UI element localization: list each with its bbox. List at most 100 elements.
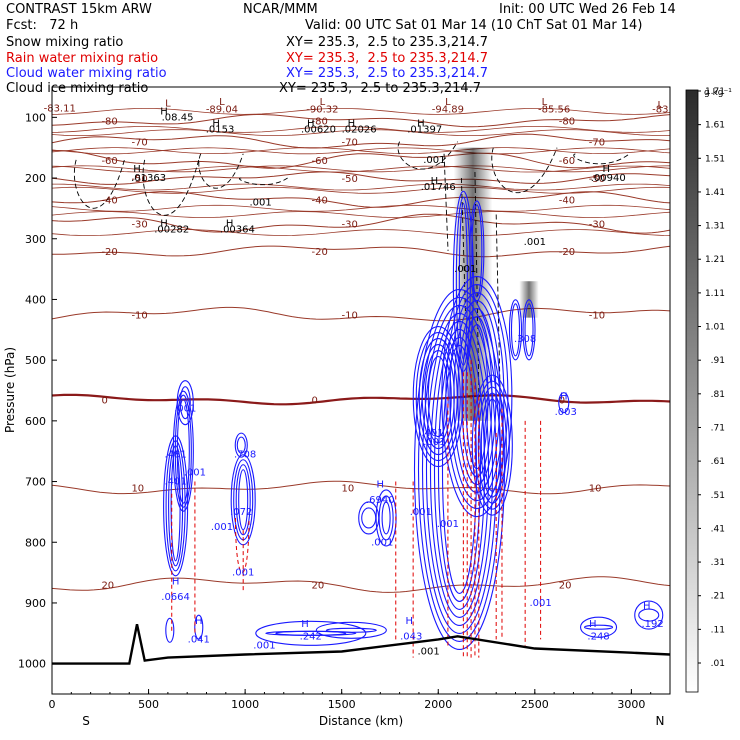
isotherm-label: -10 <box>131 311 147 322</box>
contour-annotation: .401 <box>164 477 186 488</box>
contour-annotation: .001 <box>529 598 551 609</box>
cloud-water-contour <box>583 624 614 630</box>
contour-annotation: H <box>589 619 597 630</box>
isotherm-line <box>52 306 670 322</box>
isotherm-line <box>52 204 670 212</box>
isotherm-line <box>52 393 670 406</box>
cloud-water-contour <box>275 630 347 636</box>
cloud-water-contour <box>235 464 251 536</box>
field-label-cloudwater: Cloud water mixing ratio <box>6 66 167 81</box>
contour-annotation: .043 <box>400 631 422 642</box>
contour-annotation: -89.04 <box>206 104 238 115</box>
isotherm-label: -50 <box>131 174 147 185</box>
cloud-water-contour <box>176 380 194 426</box>
isotherm-label: 20 <box>312 581 325 592</box>
y-tick-label: 300 <box>25 233 46 246</box>
isotherm-line <box>52 213 670 234</box>
isotherm-line <box>52 576 670 593</box>
snow-contour <box>239 177 288 186</box>
snow-contour <box>443 153 449 251</box>
colorbar-label: 1.41 <box>705 188 725 198</box>
field-xy-cloudice: XY= 235.3, 2.5 to 235.3,214.7 <box>279 81 482 96</box>
cloud-water-contour <box>381 501 391 535</box>
contour-annotation: .01397 <box>407 125 442 136</box>
contour-annotation: -90.32 <box>306 104 338 115</box>
field-label-rain: Rain water mixing ratio <box>6 51 159 66</box>
contour-annotation: .072 <box>230 507 252 518</box>
cloud-water-contour <box>508 299 523 361</box>
contour-annotation: H <box>603 164 611 175</box>
cloud-water-contour <box>325 627 377 633</box>
cloud-water-contour <box>483 398 501 492</box>
contour-annotation: L <box>658 100 664 111</box>
cloud-water-contour <box>480 392 504 498</box>
y-tick-label: 700 <box>25 476 46 489</box>
x-tick-label: 2000 <box>424 698 452 711</box>
colorbar-label: .91 <box>711 356 725 366</box>
colorbar-label: 1.21 <box>705 255 725 265</box>
isotherm-line <box>52 245 670 258</box>
contour-annotation: H <box>377 480 385 491</box>
isotherm-line <box>52 108 670 115</box>
contour-annotation: .08.45 <box>162 112 194 123</box>
field-xy-cloudwater: XY= 235.3, 2.5 to 235.3,214.7 <box>286 66 489 81</box>
contour-annotation: .001 <box>454 264 476 275</box>
center-label: NCAR/MMM <box>243 2 318 17</box>
colorbar-label: .01 <box>711 659 725 669</box>
contour-annotation: H <box>348 118 356 129</box>
snow-contour <box>198 153 244 189</box>
colorbar-label: .21 <box>711 592 725 602</box>
contour-annotation: .6940 <box>366 495 395 506</box>
colorbar-label: 1.61 <box>705 121 725 131</box>
isotherm-label: 10 <box>131 484 144 495</box>
colorbar-label: .11 <box>711 625 725 635</box>
cloud-water-contour <box>234 432 248 458</box>
contour-annotation: H <box>301 619 309 630</box>
contour-annotation: .401 <box>421 428 443 439</box>
isotherm-label: -10 <box>589 311 605 322</box>
contour-annotation: .00364 <box>220 225 255 236</box>
cloud-water-contour <box>469 200 485 302</box>
snow-contour <box>397 141 458 170</box>
contour-annotation: .001 <box>417 647 439 658</box>
contour-annotation: .001 <box>423 437 445 448</box>
cloud-water-contour <box>634 600 664 630</box>
contour-annotation: H <box>643 601 651 612</box>
contour-annotation: .001 <box>211 522 233 533</box>
cloud-water-contour <box>461 316 493 478</box>
isotherm-line <box>52 183 670 191</box>
isotherm-label: 0 <box>559 396 565 407</box>
cloud-water-contour <box>471 204 483 298</box>
contour-annotation: L <box>542 97 548 108</box>
colorbar-label: .31 <box>711 558 725 568</box>
contour-annotation: .001 <box>524 237 546 248</box>
cloud-water-contour <box>176 398 190 504</box>
cloud-water-contour <box>471 374 513 516</box>
contour-annotation: .481 <box>164 449 186 460</box>
contour-annotation: H <box>417 118 425 129</box>
y-tick-label: 800 <box>25 536 46 549</box>
contour-annotation: .242 <box>300 631 322 642</box>
cloud-water-contour <box>236 436 246 454</box>
contour-annotation: L <box>165 98 171 109</box>
contour-annotation: -94.89 <box>432 104 464 115</box>
contour-annotation: L <box>219 97 225 108</box>
y-tick-label: 200 <box>25 172 46 185</box>
isotherm-line <box>52 133 670 149</box>
contour-annotation: .041 <box>188 634 210 645</box>
y-tick-label: 400 <box>25 293 46 306</box>
field-xy-rain: XY= 235.3, 2.5 to 235.3,214.7 <box>286 51 489 66</box>
isotherm-label: -80 <box>312 116 328 127</box>
cloud-water-contour <box>194 614 204 640</box>
contour-annotation: .01363 <box>131 173 166 184</box>
contour-annotation: L <box>445 97 451 108</box>
colorbar-label: 1.71 <box>705 87 725 97</box>
y-tick-label: 1000 <box>18 658 46 671</box>
isotherm-line <box>52 171 670 185</box>
contour-annotation: .0664 <box>161 592 190 603</box>
snow-contour <box>73 159 125 209</box>
init-time: Init: 00 UTC Wed 26 Feb 14 <box>499 2 676 17</box>
y-tick-label: 500 <box>25 354 46 367</box>
isotherm-label: -20 <box>101 247 117 258</box>
